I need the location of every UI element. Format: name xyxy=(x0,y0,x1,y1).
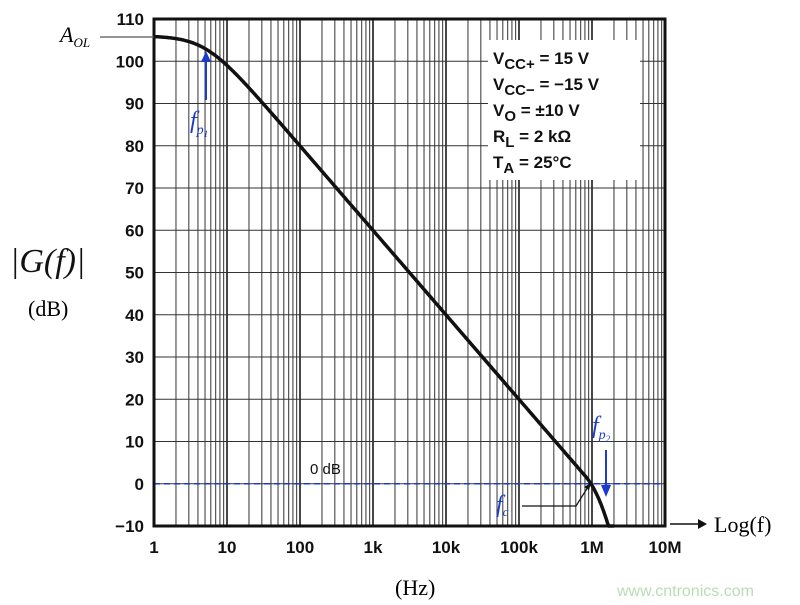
fp1-label: fp1 xyxy=(190,108,208,139)
watermark: www.cntronics.com xyxy=(616,583,754,600)
x-tick-label: 1M xyxy=(580,538,604,557)
condition-text: TA = 25°C xyxy=(493,153,572,177)
y-axis-label: |G(f)| xyxy=(10,243,85,280)
x-tick-label: 10M xyxy=(648,538,681,557)
fp2-arrowhead xyxy=(601,485,611,497)
condition-text: VCC− = −15 V xyxy=(493,75,600,99)
x-tick-label: 1k xyxy=(364,538,383,557)
condition-text: RL = 2 kΩ xyxy=(493,127,571,151)
x-tick-label: 10k xyxy=(432,538,461,557)
x-tick-label: 100 xyxy=(286,538,314,557)
x-axis-unit: (Hz) xyxy=(395,575,435,600)
x-axis-label: Log(f) xyxy=(714,512,771,537)
y-tick-label: 30 xyxy=(125,348,144,367)
fp2-label: fp2 xyxy=(592,413,611,444)
condition-text: VCC+ = 15 V xyxy=(493,49,590,73)
plot-frame xyxy=(152,17,667,528)
y-tick-label: 110 xyxy=(117,10,144,29)
y-tick-label: 90 xyxy=(125,95,144,114)
fc-label: fc xyxy=(496,492,509,519)
y-tick-label: −10 xyxy=(115,517,144,536)
x-tick-label: 100k xyxy=(500,538,538,557)
y-axis-unit: (dB) xyxy=(28,296,68,321)
series-line xyxy=(153,34,614,528)
x-axis-arrowhead xyxy=(698,519,707,529)
y-tick-label: 40 xyxy=(125,306,144,325)
x-tick-label: 10 xyxy=(218,538,237,557)
y-tick-label: 10 xyxy=(125,433,144,452)
y-tick-label: 20 xyxy=(125,390,144,409)
x-ticks: 1 10 100 1k 10k 100k 1M 10M xyxy=(149,538,681,557)
fc-leader xyxy=(522,486,589,507)
y-tick-label: 50 xyxy=(125,264,144,283)
y-tick-label: 100 xyxy=(116,52,144,71)
fp1-arrowhead xyxy=(201,51,211,62)
zero-db-label: 0 dB xyxy=(310,461,341,478)
x-tick-label: 1 xyxy=(149,538,158,557)
y-tick-label: 0 xyxy=(135,475,144,494)
condition-text: VO = ±10 V xyxy=(493,101,580,125)
conditions-box xyxy=(488,40,640,180)
fc-arrowhead xyxy=(584,483,591,490)
y-tick-label: 80 xyxy=(125,137,144,156)
y-tick-label: 60 xyxy=(125,221,144,240)
y-tick-label: 70 xyxy=(125,179,144,198)
aol-label: AOL xyxy=(58,22,90,50)
